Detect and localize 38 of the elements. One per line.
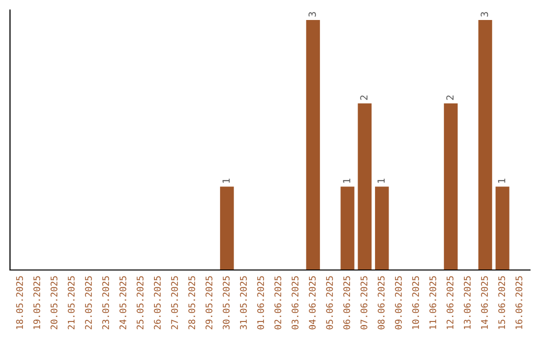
- x-tick-label: 01.06.2025: [257, 276, 264, 330]
- data-label: 1: [222, 178, 230, 183]
- data-label: 2: [360, 96, 368, 100]
- x-tick-label: 26.05.2025: [154, 276, 161, 330]
- x-tick-label: 30.05.2025: [222, 276, 230, 330]
- x-tick-label: 04.06.2025: [308, 276, 316, 330]
- x-tick-label: 22.05.2025: [85, 276, 92, 330]
- x-tick-label: 20.05.2025: [50, 276, 58, 330]
- data-label: 1: [343, 178, 350, 183]
- x-tick-label: 09.06.2025: [394, 276, 402, 330]
- x-tick-label: 21.05.2025: [68, 276, 75, 330]
- data-label: 3: [480, 12, 488, 17]
- x-tick-label: 07.06.2025: [360, 276, 368, 330]
- x-tick-label: 23.05.2025: [102, 276, 110, 330]
- x-tick-label: 03.06.2025: [292, 276, 298, 330]
- x-tick-label: 15.06.2025: [498, 276, 506, 329]
- x-tick-label: 24.05.2025: [119, 276, 126, 330]
- x-tick-label: 08.06.2025: [378, 276, 385, 330]
- data-label: 1: [498, 178, 506, 183]
- x-tick-label: 18.05.2025: [16, 276, 23, 329]
- data-label: 2: [446, 96, 454, 100]
- data-label: 3: [308, 12, 316, 17]
- x-tick-label: 06.06.2025: [343, 276, 350, 330]
- x-tick-label: 31.05.2025: [240, 276, 247, 330]
- x-tick-label: 05.06.2025: [326, 276, 333, 330]
- data-label: 1: [378, 178, 385, 183]
- x-tick-label: 13.06.2025: [464, 276, 471, 329]
- x-tick-label: 27.05.2025: [171, 276, 178, 330]
- x-tick-label: 16.06.2025: [515, 276, 522, 329]
- x-tick-label: 02.06.2025: [274, 276, 282, 330]
- x-tick-label: 14.06.2025: [481, 276, 488, 329]
- x-tick-label: 25.05.2025: [136, 276, 144, 330]
- x-tick-label: 12.06.2025: [446, 276, 454, 329]
- x-tick-label: 29.05.2025: [206, 276, 212, 330]
- x-tick-label: 11.06.2025: [429, 276, 436, 329]
- x-tick-label: 19.05.2025: [33, 276, 40, 329]
- x-tick-label: 28.05.2025: [188, 276, 196, 330]
- x-tick-label: 10.06.2025: [412, 276, 419, 329]
